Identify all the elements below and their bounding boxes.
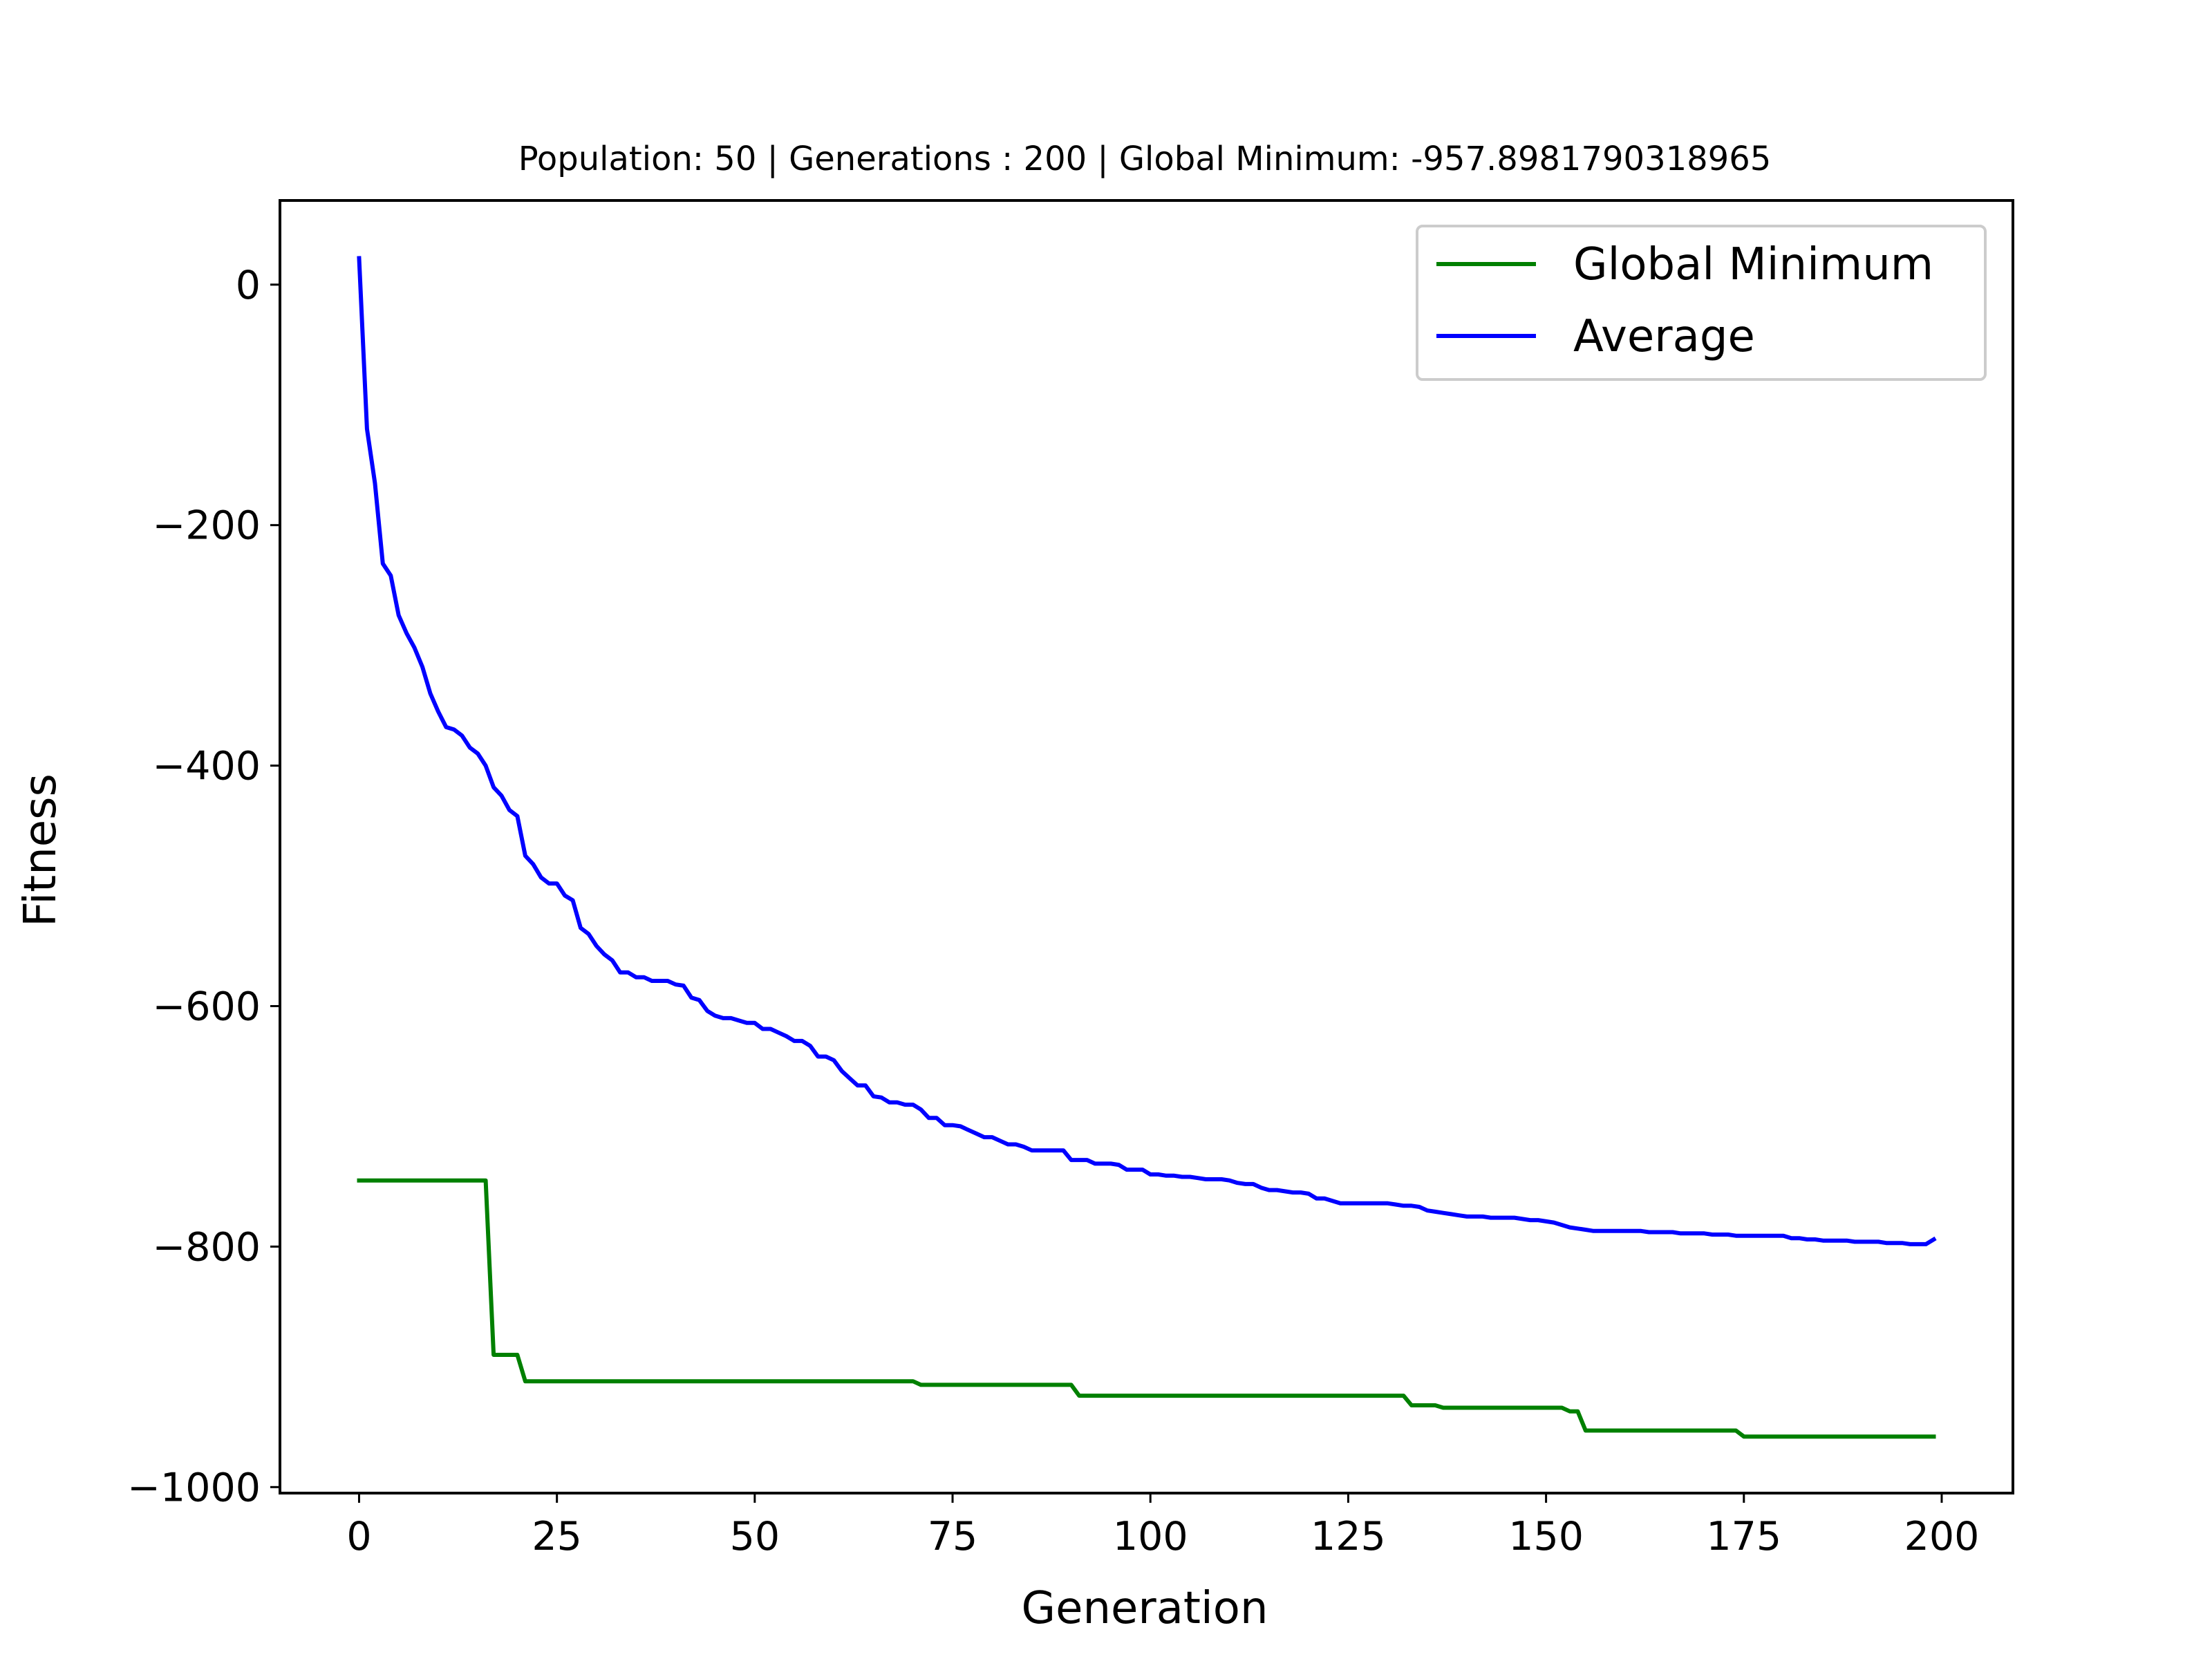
x-tick-label: 75 (928, 1514, 978, 1559)
x-tick-label: 0 (346, 1514, 371, 1559)
y-tick-label: −800 (152, 1224, 261, 1270)
x-tick-label: 100 (1113, 1514, 1188, 1559)
chart-title: Population: 50 | Generations : 200 | Glo… (518, 140, 1772, 178)
x-tick-label: 50 (730, 1514, 780, 1559)
y-axis: 0 −200 −400 −600 −800 −1000 (127, 263, 280, 1510)
x-tick-label: 200 (1904, 1514, 1980, 1559)
plot-area-frame (279, 199, 2014, 1494)
x-tick-label: 25 (532, 1514, 582, 1559)
series-line-1 (357, 256, 1937, 1246)
series-layer (357, 256, 1937, 1439)
x-tick-label: 175 (1706, 1514, 1781, 1559)
x-axis: 0 25 50 75 100 125 150 175 200 (346, 1493, 1979, 1559)
y-tick-label: −200 (152, 503, 261, 549)
series-line-0 (357, 1178, 1936, 1439)
legend-label-1: Average (1573, 311, 1755, 362)
x-tick-label: 125 (1311, 1514, 1386, 1559)
legend-label-0: Global Minimum (1573, 239, 1933, 290)
legend-box (1416, 225, 1987, 381)
y-tick-label: −600 (152, 984, 261, 1029)
y-axis-title: Fitness (15, 774, 66, 927)
x-tick-label: 150 (1508, 1514, 1584, 1559)
y-tick-label: −1000 (127, 1465, 261, 1510)
y-tick-label: −400 (152, 744, 261, 789)
x-axis-title: Generation (1021, 1583, 1268, 1634)
legend: Global Minimum Average (1416, 225, 1987, 381)
y-tick-label: 0 (236, 263, 261, 308)
